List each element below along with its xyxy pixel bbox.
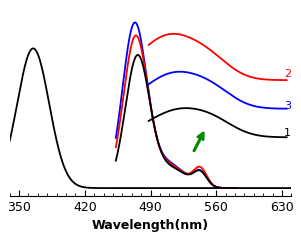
- X-axis label: Wavelength(nm): Wavelength(nm): [92, 219, 209, 233]
- Text: 1: 1: [284, 128, 291, 138]
- Text: 3: 3: [284, 100, 291, 111]
- Text: 2: 2: [284, 69, 291, 79]
